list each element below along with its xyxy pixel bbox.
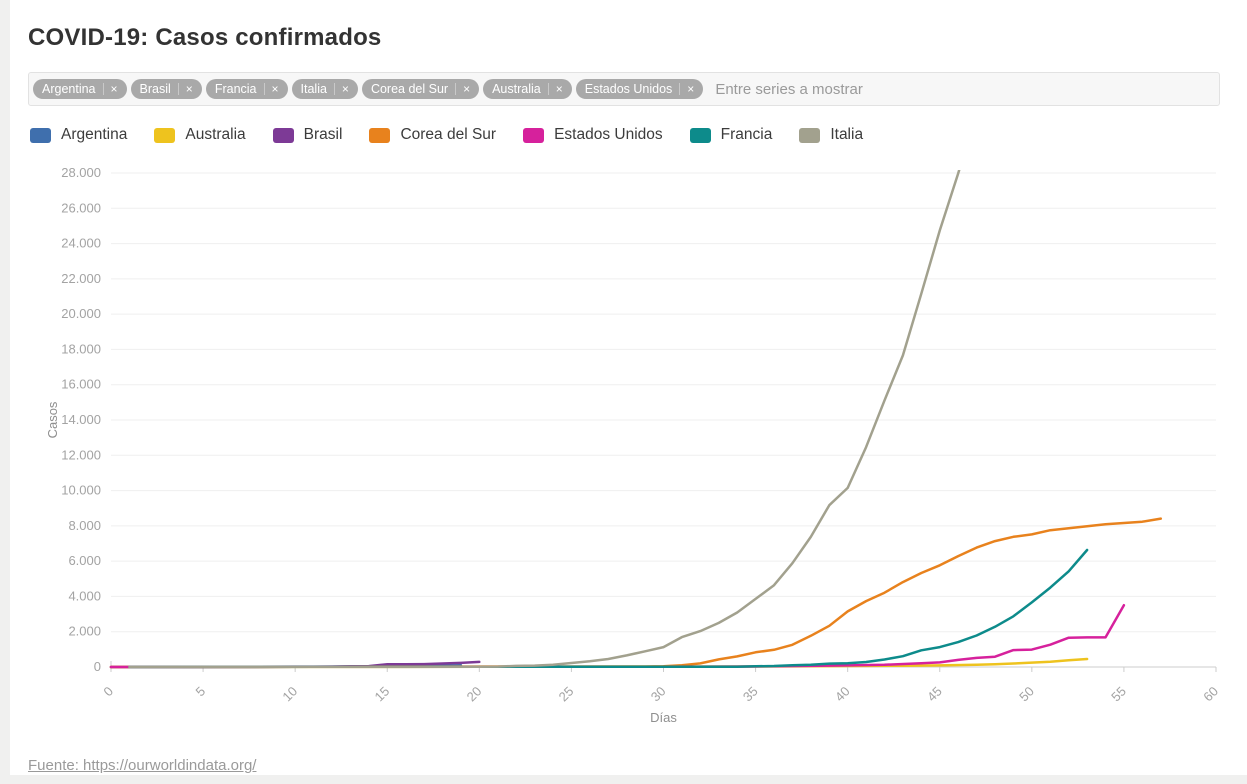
y-tick-label: 10.000 <box>61 483 101 498</box>
remove-tag-icon[interactable]: × <box>687 82 695 96</box>
legend-label: Estados Unidos <box>554 126 663 143</box>
chip-divider <box>102 83 104 95</box>
chart-legend: Argentina Australia Brasil Corea del Sur Est… <box>30 126 863 144</box>
x-tick-label: 55 <box>1108 684 1129 705</box>
series-line-italia <box>128 170 961 669</box>
y-tick-label: 0 <box>94 659 101 674</box>
legend-item[interactable]: Argentina <box>30 126 127 144</box>
y-axis-title: Casos <box>45 401 60 438</box>
series-tag[interactable]: Corea del Sur × <box>361 78 480 100</box>
x-tick-label: 35 <box>740 684 761 705</box>
y-tick-label: 22.000 <box>61 271 101 286</box>
x-tick-label: 40 <box>832 684 853 705</box>
legend-item[interactable]: Francia <box>689 126 773 144</box>
legend-label: Italia <box>830 126 864 143</box>
y-tick-label: 2.000 <box>68 624 101 639</box>
series-tag[interactable]: Estados Unidos × <box>575 78 704 100</box>
series-tag[interactable]: Argentina × <box>33 78 127 100</box>
chip-divider <box>455 83 457 95</box>
remove-tag-icon[interactable]: × <box>110 82 118 96</box>
y-tick-label: 28.000 <box>61 165 101 180</box>
source-link[interactable]: Fuente: https://ourworldindata.org/ <box>28 757 257 774</box>
chip-divider <box>679 83 681 95</box>
x-tick-label: 25 <box>556 684 577 705</box>
y-tick-label: 4.000 <box>68 588 101 603</box>
legend-swatch <box>523 127 545 143</box>
legend-label: Francia <box>720 126 773 143</box>
line-chart: 0 2.000 4.000 6.000 8.000 10.000 12.000 14.000 1… <box>45 165 1221 725</box>
legend-swatch <box>30 127 51 143</box>
legend-item[interactable]: Brasil <box>272 126 343 144</box>
y-tick-label: 14.000 <box>61 412 101 427</box>
legend-swatch <box>154 127 176 143</box>
legend-label: Australia <box>185 126 246 143</box>
remove-tag-icon[interactable]: × <box>555 82 563 96</box>
x-tick-label: 60 <box>1200 684 1221 705</box>
series-tag-label: Italia <box>300 81 327 96</box>
x-tick-label: 10 <box>279 684 300 705</box>
series-input-placeholder[interactable]: Entre series a mostrar <box>715 80 863 98</box>
series-tag[interactable]: Francia × <box>205 78 288 100</box>
x-tick-label: 15 <box>372 684 393 705</box>
legend-swatch <box>689 127 711 143</box>
x-tick-label: 45 <box>924 684 945 705</box>
series-tag-label: Estados Unidos <box>584 81 673 96</box>
x-tick-label: 50 <box>1016 684 1037 705</box>
series-tag-label: Brasil <box>139 81 171 96</box>
y-tick-label: 20.000 <box>61 306 101 321</box>
chip-divider <box>333 83 335 95</box>
y-tick-label: 26.000 <box>61 200 101 215</box>
x-axis-title: Días <box>650 710 677 725</box>
remove-tag-icon[interactable]: × <box>341 82 349 96</box>
series-tag-label: Francia <box>214 81 257 96</box>
series-tag-label: Argentina <box>42 81 96 96</box>
chip-divider <box>547 83 549 95</box>
chart-card: COVID-19: Casos confirmados Argentina × Br… <box>10 0 1247 775</box>
chip-divider <box>177 83 179 95</box>
y-tick-label: 24.000 <box>61 236 101 251</box>
series-filter-input[interactable]: Argentina × Brasil × Francia × Italia × Corea de… <box>28 72 1220 106</box>
remove-tag-icon[interactable]: × <box>271 82 279 96</box>
series-line-francia <box>128 548 1089 669</box>
series-tag[interactable]: Brasil × <box>130 78 202 100</box>
y-tick-label: 16.000 <box>61 377 101 392</box>
series-tag[interactable]: Australia × <box>483 78 572 100</box>
legend-item[interactable]: Estados Unidos <box>523 126 663 144</box>
y-tick-label: 8.000 <box>68 518 101 533</box>
legend-label: Brasil <box>303 126 343 143</box>
legend-label: Corea del Sur <box>400 126 497 143</box>
legend-item[interactable]: Italia <box>799 126 863 144</box>
legend-swatch <box>799 127 821 143</box>
remove-tag-icon[interactable]: × <box>185 82 193 96</box>
x-tick-label: 30 <box>648 684 669 705</box>
series-tag[interactable]: Italia × <box>291 78 358 100</box>
x-tick-label: 20 <box>464 684 485 705</box>
x-tick-label: 0 <box>100 684 116 700</box>
y-tick-label: 18.000 <box>61 341 101 356</box>
legend-swatch <box>272 127 294 143</box>
x-tick-label: 5 <box>192 684 208 700</box>
series-tag-label: Australia <box>492 81 541 96</box>
remove-tag-icon[interactable]: × <box>463 82 471 96</box>
series-line-corea-del-sur <box>109 517 1163 669</box>
legend-item[interactable]: Corea del Sur <box>369 126 496 144</box>
legend-item[interactable]: Australia <box>154 126 246 144</box>
legend-label: Argentina <box>61 126 128 143</box>
legend-swatch <box>369 127 391 143</box>
y-tick-label: 12.000 <box>61 447 101 462</box>
series-tag-label: Corea del Sur <box>370 81 449 96</box>
y-tick-label: 6.000 <box>68 553 101 568</box>
page-title: COVID-19: Casos confirmados <box>28 24 382 51</box>
chip-divider <box>263 83 265 95</box>
